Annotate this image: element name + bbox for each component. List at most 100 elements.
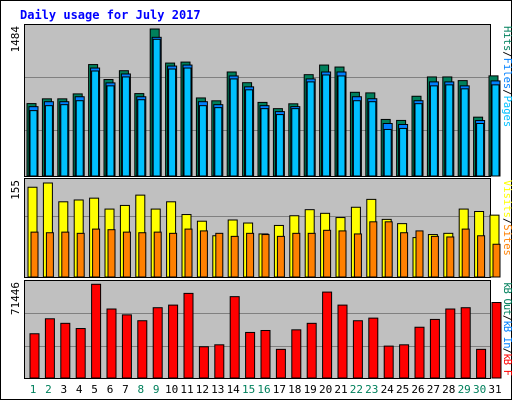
sites-bar [76, 232, 85, 278]
legend-sep: / [501, 315, 512, 321]
x-tick-label: 2 [45, 383, 52, 396]
x-tick-label: 31 [488, 383, 501, 396]
pages-bar [306, 81, 315, 177]
pages-bar [91, 70, 100, 177]
pages-bar [337, 75, 346, 177]
pages-bar [60, 104, 69, 177]
x-tick-label: 13 [211, 383, 224, 396]
kbf-bar [75, 328, 86, 379]
kbf-bar [337, 304, 348, 379]
pages-bar [291, 108, 300, 177]
x-tick-label: 17 [273, 383, 286, 396]
legend-hits: Hits [501, 26, 512, 51]
x-tick-label: 20 [319, 383, 332, 396]
sites-bar [292, 232, 301, 278]
pages-bar [198, 105, 207, 177]
pages-bar [214, 107, 223, 177]
x-tick-label: 15 [242, 383, 255, 396]
kbf-bar [352, 320, 363, 379]
kbf-bar [399, 344, 410, 379]
x-tick-label: 3 [60, 383, 67, 396]
pages-bar [245, 89, 254, 177]
x-tick-label: 5 [91, 383, 98, 396]
y-max-label: 155 [9, 180, 22, 200]
pages-bar [352, 100, 361, 177]
kbf-bar [91, 283, 102, 379]
sites-bar [138, 232, 147, 278]
x-tick-label: 19 [304, 383, 317, 396]
x-tick-label: 14 [227, 383, 241, 396]
legend-pages: Pages [501, 96, 512, 128]
pages-bar [121, 76, 130, 177]
x-tick-label: 7 [122, 383, 129, 396]
pages-bar [322, 74, 331, 177]
sites-bar [199, 230, 208, 278]
x-tick-label: 8 [137, 383, 144, 396]
legend-kbf: kB F [501, 353, 512, 376]
x-tick-label: 24 [381, 383, 395, 396]
x-tick-label: 6 [107, 383, 114, 396]
legend-kbout: kB Out [501, 282, 512, 316]
x-tick-label: 9 [153, 383, 160, 396]
kbf-bar [445, 308, 456, 379]
kbf-bar [183, 292, 194, 379]
sites-bar [369, 221, 378, 278]
sites-bar [122, 231, 131, 278]
sites-bar [215, 232, 224, 278]
pages-bar [29, 110, 38, 177]
legend-sep: / [501, 89, 512, 95]
sites-bar [338, 230, 347, 278]
sites-bar [492, 243, 501, 278]
x-axis-labels: 1 2 3 4 5 6 7 8 9 10 11 12 13 14 15 16 17 18 19 20 21 22 23 24 2… [30, 383, 502, 396]
kbf-bar [275, 348, 286, 379]
kbf-bar [414, 326, 425, 379]
legend: Hits/Files/Pages [501, 26, 512, 127]
x-tick-label: 27 [427, 383, 440, 396]
x-tick-label: 21 [334, 383, 347, 396]
kbf-bar [291, 329, 302, 379]
pages-bar [476, 123, 485, 177]
legend-visits: Visits [501, 180, 512, 218]
pages-bar [429, 85, 438, 177]
x-tick-label: 28 [442, 383, 455, 396]
x-tick-label: 1 [30, 383, 37, 396]
kbf-bar [368, 317, 379, 379]
sites-bar [430, 235, 439, 278]
sites-bar [230, 235, 239, 278]
legend-kbin: kB In [501, 320, 512, 348]
sites-bar [415, 230, 424, 278]
kbf-bar [476, 348, 487, 379]
kbf-bar [152, 307, 163, 379]
sites-bar [107, 229, 116, 278]
pages-bar [183, 67, 192, 177]
pages-bar [445, 84, 454, 177]
legend-sep: / [501, 51, 512, 57]
sites-bar [261, 234, 270, 278]
legend: Visits/Sites [501, 180, 512, 256]
kbf-bar [106, 308, 117, 379]
panel-visits-sites: 155 Visits/Sites [9, 178, 512, 278]
x-tick-label: 30 [473, 383, 486, 396]
sites-bar [353, 233, 362, 278]
pages-bar [152, 38, 161, 177]
kbf-bar [121, 314, 132, 379]
pages-bar [106, 85, 115, 177]
x-tick-label: 22 [350, 383, 363, 396]
x-tick-label: 11 [180, 383, 193, 396]
kbf-bar [245, 331, 256, 379]
kbf-bar [198, 346, 209, 379]
kbf-bar [322, 291, 333, 379]
x-tick-label: 23 [365, 383, 378, 396]
sites-bar [276, 235, 285, 278]
pages-bar [460, 88, 469, 177]
sites-bar [384, 221, 393, 278]
sites-bar [461, 228, 470, 278]
panel-pages-files-hits: 1484 Hits/Files/Pages [9, 24, 512, 177]
pages-bar [275, 114, 284, 177]
legend: kB Out/kB In/kB F [501, 282, 512, 376]
kbf-bar [229, 296, 240, 379]
pages-bar [260, 108, 269, 177]
legend-sites: Sites [501, 224, 512, 256]
kbf-bar [29, 333, 40, 379]
